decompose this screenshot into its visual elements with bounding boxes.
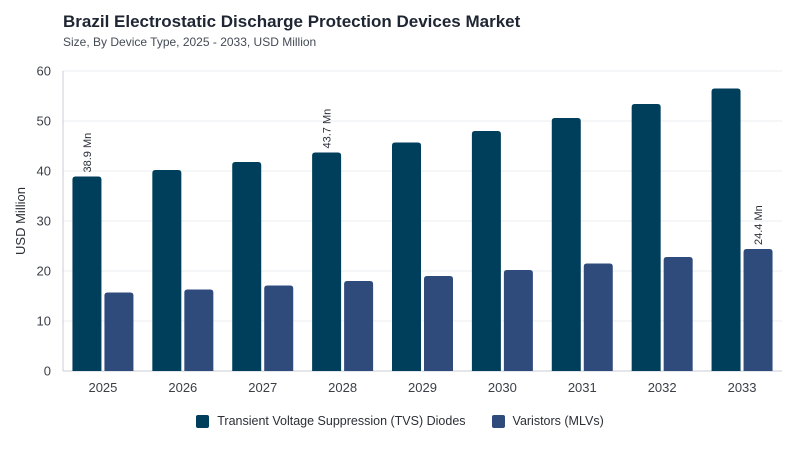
bar-varistors-2031	[583, 263, 613, 371]
y-tick-label: 40	[37, 164, 51, 179]
bar-tvs-2033	[711, 88, 741, 371]
x-tick-label: 2030	[488, 380, 517, 395]
chart-subtitle: Size, By Device Type, 2025 - 2033, USD M…	[63, 35, 317, 49]
legend-item-varistors[interactable]: Varistors (MLVs)	[491, 414, 604, 428]
bar-tvs-2026	[152, 170, 182, 371]
legend: Transient Voltage Suppression (TVS) Diod…	[0, 414, 800, 428]
legend-swatch-tvs	[196, 414, 210, 428]
y-tick-label: 60	[37, 64, 51, 79]
x-tick-label: 2027	[248, 380, 277, 395]
x-tick-label: 2033	[728, 380, 757, 395]
bar-tvs-2032	[631, 104, 661, 371]
x-tick-label: 2029	[408, 380, 437, 395]
legend-label-tvs: Transient Voltage Suppression (TVS) Diod…	[217, 414, 466, 428]
x-tick-label: 2032	[648, 380, 677, 395]
legend-swatch-varistors	[491, 414, 505, 428]
x-tick-label: 2028	[328, 380, 357, 395]
x-tick-label: 2031	[568, 380, 597, 395]
y-axis-label: USD Million	[13, 187, 28, 255]
data-label: 24.4 Mn	[753, 205, 765, 245]
bar-varistors-2028	[344, 281, 374, 371]
data-label: 43.7 Mn	[322, 109, 334, 149]
y-tick-label: 20	[37, 264, 51, 279]
data-label: 38.9 Mn	[82, 133, 94, 173]
y-tick-label: 30	[37, 214, 51, 229]
bar-tvs-2025	[72, 176, 102, 371]
bar-tvs-2031	[551, 118, 581, 371]
y-tick-label: 50	[37, 114, 51, 129]
x-tick-label: 2025	[88, 380, 117, 395]
x-tick-label: 2026	[168, 380, 197, 395]
legend-item-tvs[interactable]: Transient Voltage Suppression (TVS) Diod…	[196, 414, 466, 428]
bar-varistors-2029	[424, 276, 453, 371]
chart-title: Brazil Electrostatic Discharge Protectio…	[63, 12, 521, 31]
bar-varistors-2025	[104, 292, 134, 371]
bar-tvs-2030	[471, 131, 501, 371]
bar-tvs-2027	[232, 162, 262, 371]
bar-tvs-2028	[312, 152, 342, 371]
y-tick-label: 0	[44, 364, 51, 379]
bar-tvs-2029	[392, 142, 421, 371]
bar-varistors-2033	[743, 249, 773, 371]
bar-varistors-2032	[663, 257, 693, 371]
bar-varistors-2026	[184, 289, 214, 371]
legend-label-varistors: Varistors (MLVs)	[512, 414, 604, 428]
bar-varistors-2027	[264, 285, 294, 371]
y-tick-label: 10	[37, 314, 51, 329]
bar-varistors-2030	[503, 270, 533, 371]
